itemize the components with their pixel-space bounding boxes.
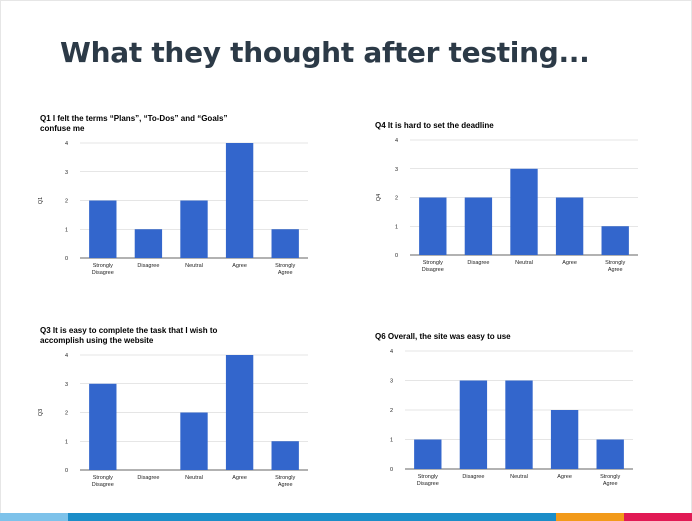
y-tick-label: 1 xyxy=(65,439,68,445)
chart-title: Q1 I felt the terms “Plans”, “To-Dos” an… xyxy=(40,114,228,133)
bar xyxy=(89,200,117,258)
x-tick-label: Disagree xyxy=(137,475,159,481)
y-tick-label: 0 xyxy=(65,468,68,474)
y-tick-label: 4 xyxy=(65,141,68,147)
y-tick-label: 2 xyxy=(390,408,393,414)
bar xyxy=(180,200,208,258)
bar xyxy=(414,439,442,469)
bar xyxy=(271,229,299,258)
y-tick-label: 0 xyxy=(390,467,393,473)
bar xyxy=(89,383,117,470)
chart-q3: Q3 It is easy to complete the task that … xyxy=(38,326,308,496)
bar xyxy=(225,355,254,470)
x-tick-label: Agree xyxy=(562,260,577,266)
y-axis-label: Q4 xyxy=(376,194,382,201)
chart-plot: 0 1 2 3 4 Q4 Strongly Disagree Disagree Neutral Ag… xyxy=(376,138,638,273)
y-tick-label: 4 xyxy=(65,353,68,359)
y-tick-label: 1 xyxy=(395,224,398,230)
x-tick-label: Strongly Disagree xyxy=(422,260,444,273)
x-tick-label: Strongly Agree xyxy=(275,263,295,276)
footer-strip-orange xyxy=(556,513,624,521)
y-axis-label: Q3 xyxy=(38,409,44,416)
y-tick-label: 3 xyxy=(395,167,398,173)
x-tick-label: Neutral xyxy=(515,260,533,266)
x-tick-label: Neutral xyxy=(510,474,528,480)
bar xyxy=(505,380,533,469)
footer-strip-light-blue xyxy=(0,513,68,521)
y-tick-label: 1 xyxy=(390,438,393,444)
chart-q1: Q1 I felt the terms “Plans”, “To-Dos” an… xyxy=(38,114,308,284)
footer-strip-blue xyxy=(68,513,556,521)
x-tick-label: Strongly Disagree xyxy=(92,263,114,276)
x-tick-label: Neutral xyxy=(185,475,203,481)
x-tick-label: Agree xyxy=(557,474,572,480)
y-tick-label: 1 xyxy=(65,227,68,233)
chart-plot: 0 1 2 3 4 Q3 Strongly Disagree Disagree Neutral Ag… xyxy=(38,353,308,488)
bar xyxy=(180,412,208,470)
bar xyxy=(134,229,163,258)
bar xyxy=(601,226,629,255)
chart-plot: 0 1 2 3 4 Q1 Strongly Disagree Disagree Neutral Ag… xyxy=(38,141,308,276)
x-tick-label: Strongly Disagree xyxy=(417,474,439,487)
y-tick-label: 3 xyxy=(390,379,393,385)
chart-title: Q4 It is hard to set the deadline xyxy=(375,121,494,130)
bar xyxy=(510,168,538,255)
y-tick-label: 2 xyxy=(65,411,68,417)
bar xyxy=(464,197,493,255)
bar xyxy=(459,380,488,469)
bar xyxy=(271,441,299,470)
y-tick-label: 4 xyxy=(395,138,398,144)
x-tick-label: Strongly Disagree xyxy=(92,475,114,488)
y-tick-label: 2 xyxy=(395,196,398,202)
y-tick-label: 3 xyxy=(65,170,68,176)
footer-strip-pink xyxy=(624,513,692,521)
x-tick-label: Strongly Agree xyxy=(600,474,620,487)
chart-q6: Q6 Overall, the site was easy to use 0 1 2… xyxy=(375,332,635,492)
y-tick-label: 0 xyxy=(65,256,68,262)
x-tick-label: Disagree xyxy=(462,474,484,480)
x-tick-label: Neutral xyxy=(185,263,203,269)
chart-plot: 0 1 2 3 4 Strongly Disagree Disagree Neutral Agre… xyxy=(390,349,633,487)
x-tick-label: Agree xyxy=(232,475,247,481)
bar xyxy=(419,197,447,255)
chart-title: Q3 It is easy to complete the task that … xyxy=(40,326,218,345)
bar xyxy=(550,410,579,469)
x-tick-label: Disagree xyxy=(137,263,159,269)
bar xyxy=(555,197,584,255)
chart-q4: Q4 It is hard to set the deadline 0 1 2 3 4 Q… xyxy=(375,121,638,281)
x-tick-label: Disagree xyxy=(467,260,489,266)
bar xyxy=(596,439,624,469)
slide-title: What they thought after testing... xyxy=(60,36,590,69)
bar xyxy=(225,143,254,258)
y-axis-label: Q1 xyxy=(38,197,44,204)
y-tick-label: 3 xyxy=(65,382,68,388)
y-tick-label: 0 xyxy=(395,253,398,259)
x-tick-label: Strongly Agree xyxy=(605,260,625,273)
x-tick-label: Strongly Agree xyxy=(275,475,295,488)
chart-title: Q6 Overall, the site was easy to use xyxy=(375,332,511,341)
y-tick-label: 4 xyxy=(390,349,393,355)
x-tick-label: Agree xyxy=(232,263,247,269)
y-tick-label: 2 xyxy=(65,199,68,205)
